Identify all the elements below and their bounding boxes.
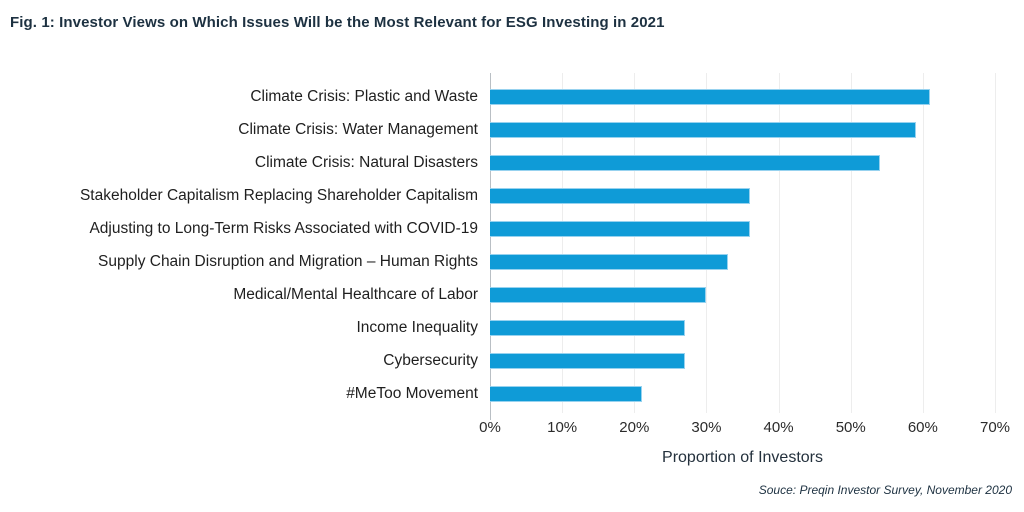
bar-track <box>490 121 995 138</box>
x-gridline <box>850 73 852 413</box>
bar-track <box>490 253 995 270</box>
category-label: Cybersecurity <box>383 351 478 369</box>
bar-row: Climate Crisis: Natural Disasters <box>0 146 995 179</box>
y-axis-line <box>490 73 491 420</box>
x-tick-label: 0% <box>479 419 501 436</box>
category-label: Income Inequality <box>356 318 479 336</box>
x-axis-ticks: 0% 10% 20% 30% 40% 50% 60% 70% <box>479 419 1010 439</box>
bar-row: Medical/Mental Healthcare of Labor <box>0 278 995 311</box>
x-tick-label: 10% <box>547 419 578 436</box>
bar-row: Cybersecurity <box>0 344 995 377</box>
bar-track <box>490 88 995 105</box>
category-label: Supply Chain Disruption and Migration – … <box>98 252 478 270</box>
bar <box>490 187 750 204</box>
bar-row: Stakeholder Capitalism Replacing Shareho… <box>0 179 995 212</box>
x-tick-label: 50% <box>835 419 866 436</box>
bar-track <box>490 220 995 237</box>
bar <box>490 253 729 270</box>
bar <box>490 286 707 303</box>
category-label: Stakeholder Capitalism Replacing Shareho… <box>79 186 478 204</box>
bar-track <box>490 352 995 369</box>
bar-track <box>490 286 995 303</box>
plot-gridlines <box>490 73 996 420</box>
x-gridline <box>995 73 996 413</box>
x-tick-label: 20% <box>619 419 650 436</box>
bar <box>490 352 685 369</box>
x-gridline <box>706 73 708 413</box>
x-gridline <box>922 73 924 413</box>
x-tick-label: 60% <box>907 419 938 436</box>
bar <box>490 220 750 237</box>
bar-row: Supply Chain Disruption and Migration – … <box>0 245 995 278</box>
category-label: Climate Crisis: Natural Disasters <box>254 153 478 171</box>
bar <box>490 154 880 171</box>
bar <box>490 385 642 402</box>
x-tick-label: 30% <box>691 419 722 436</box>
bar-row: Climate Crisis: Plastic and Waste <box>0 80 995 113</box>
bar-track <box>490 319 995 336</box>
bar-track <box>490 154 995 171</box>
x-gridline <box>778 73 780 413</box>
category-label: Climate Crisis: Plastic and Waste <box>250 87 478 105</box>
bar-track <box>490 385 995 402</box>
x-gridline <box>562 73 564 413</box>
bar <box>490 88 931 105</box>
x-tick-label: 40% <box>763 419 794 436</box>
bar-row: #MeToo Movement <box>0 377 995 410</box>
x-gridline <box>634 73 636 413</box>
bar-row: Climate Crisis: Water Management <box>0 113 995 146</box>
bar-row: Adjusting to Long-Term Risks Associated … <box>0 212 995 245</box>
bar <box>490 319 685 336</box>
bar-row: Income Inequality <box>0 311 995 344</box>
category-label: Climate Crisis: Water Management <box>238 120 478 138</box>
bar-track <box>490 187 995 204</box>
x-tick-label: 70% <box>979 419 1011 436</box>
bar-chart: Climate Crisis: Plastic and Waste Climate… <box>0 80 995 410</box>
category-label: #MeToo Movement <box>346 384 478 402</box>
figure-title: Fig. 1: Investor Views on Which Issues W… <box>10 14 665 31</box>
category-label: Medical/Mental Healthcare of Labor <box>233 285 478 303</box>
x-axis-title: Proportion of Investors <box>662 449 823 466</box>
category-label: Adjusting to Long-Term Risks Associated … <box>89 219 478 237</box>
bar <box>490 121 916 138</box>
source-note: Souce: Preqin Investor Survey, November … <box>758 483 1012 497</box>
